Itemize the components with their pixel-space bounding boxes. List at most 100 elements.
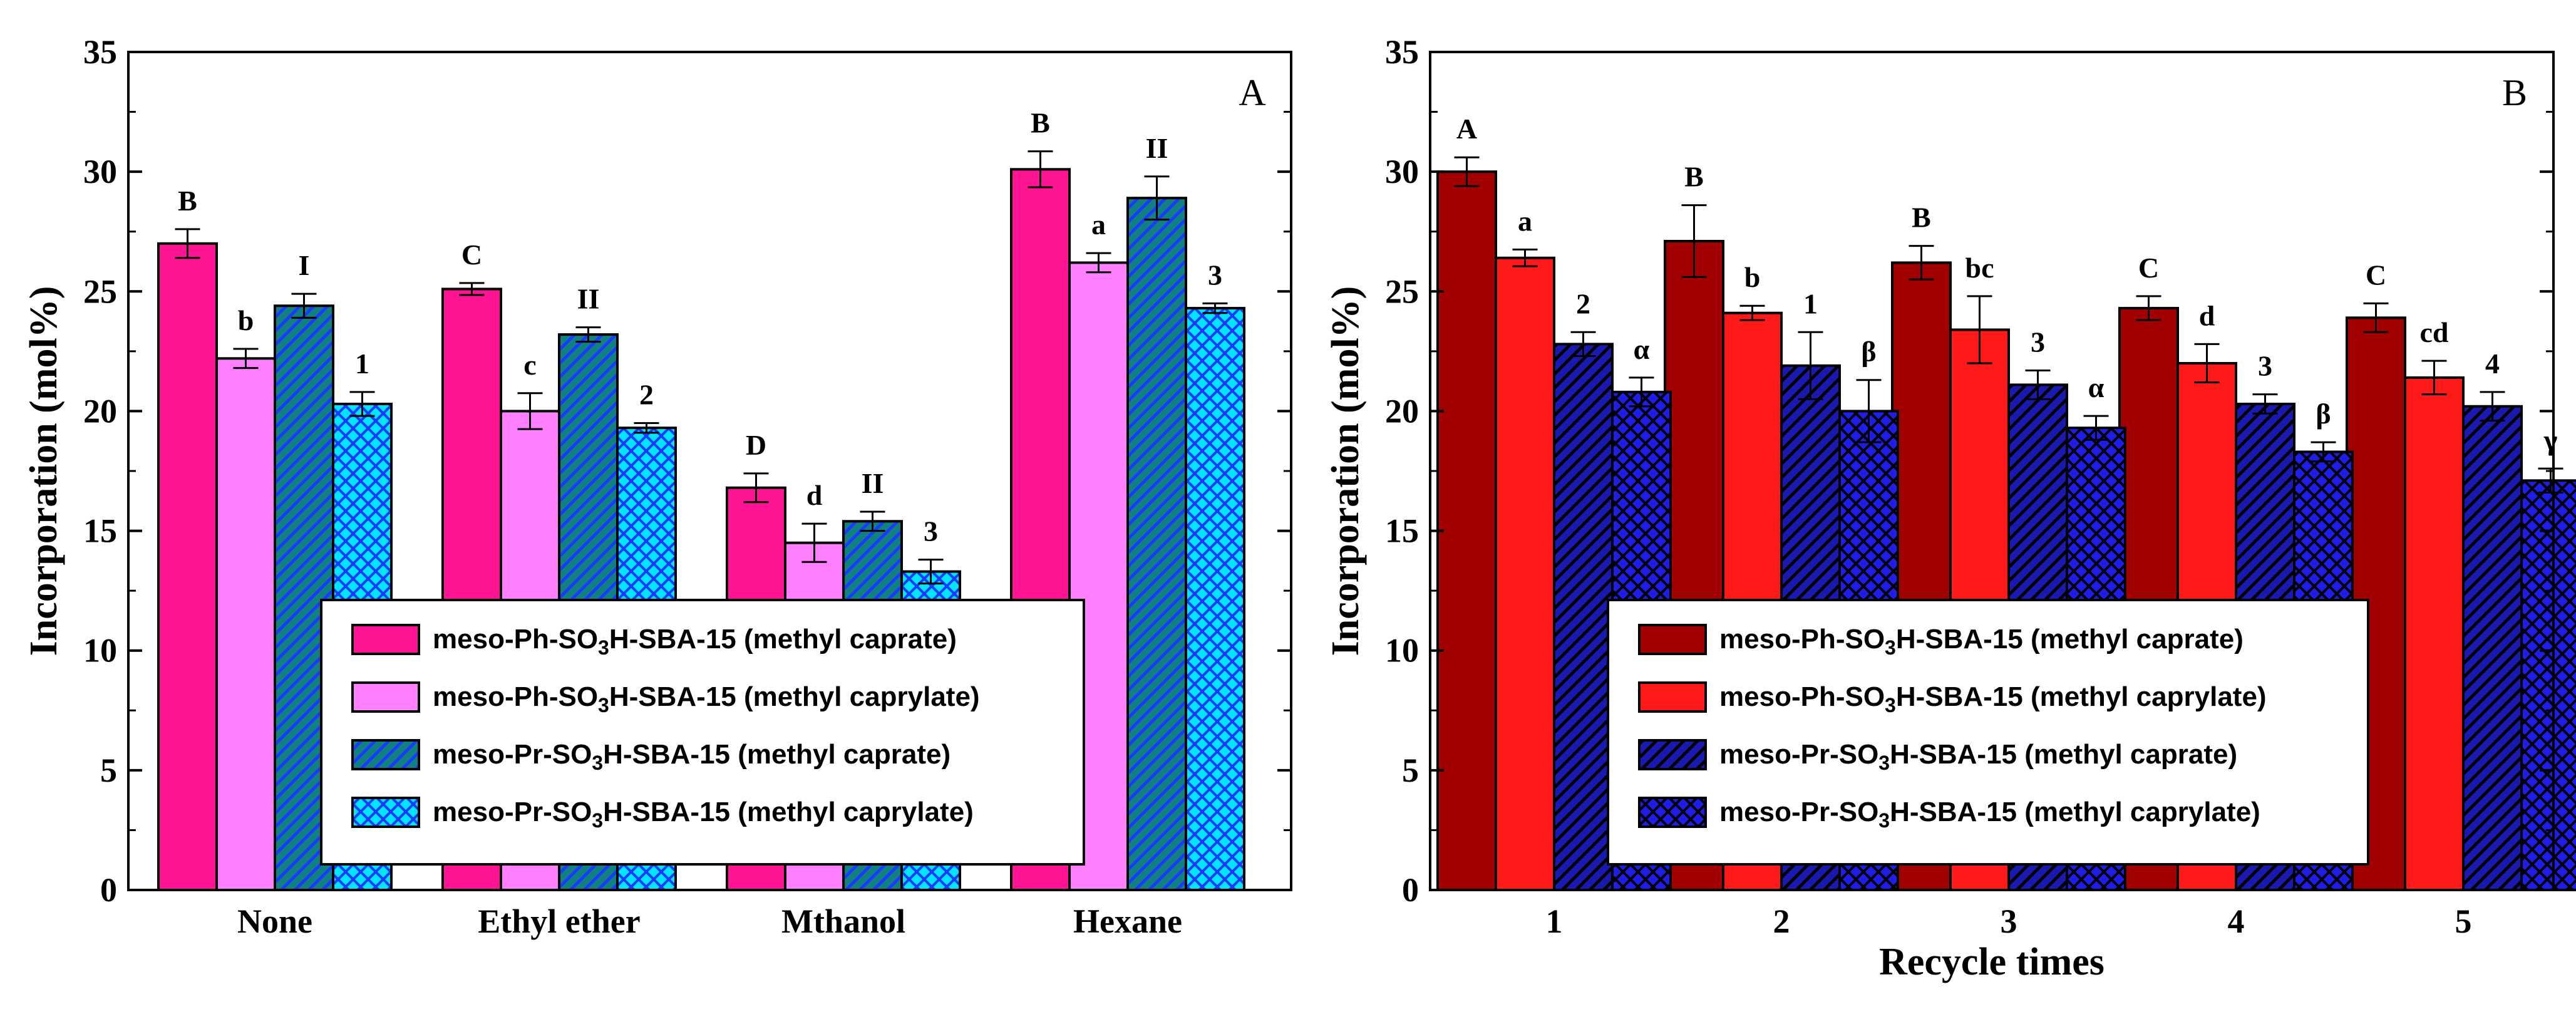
significance-label-1-1: c	[523, 349, 536, 381]
axis-ticks-a: 0 5 10 15 20 25 30 35 None Ethyl ether Mthanol Hexa…	[83, 33, 1291, 940]
x-category-label: Mthanol	[781, 903, 905, 940]
y-tick-label: 20	[1385, 392, 1419, 430]
legend-label-2: meso-Pr-SO3H-SBA-15 (methyl caprate)	[433, 739, 951, 774]
legend-text-part: H-SBA-15 (methyl caprylate)	[609, 681, 980, 712]
legend-swatch-0	[351, 624, 420, 655]
x-category-label: Hexane	[1073, 903, 1182, 940]
significance-label-0-2: B	[1912, 202, 1931, 234]
y-tick-label: 10	[83, 632, 117, 670]
legend-label-1: meso-Ph-SO3H-SBA-15 (methyl caprylate)	[433, 681, 980, 717]
y-tick-label: 25	[1385, 272, 1419, 310]
x-category-label: 3	[2001, 903, 2017, 940]
bar-1-0	[1495, 256, 1555, 892]
legend-subscript: 3	[1885, 636, 1896, 659]
significance-label-1-0: b	[238, 304, 254, 336]
legend-swatch-3	[351, 797, 420, 828]
legend-box	[1607, 599, 2369, 866]
significance-label-2-3: 3	[2258, 350, 2272, 382]
significance-label-0-0: A	[1456, 113, 1477, 145]
significance-label-2-0: 2	[1576, 287, 1590, 319]
legend-b: meso-Ph-SO3H-SBA-15 (methyl caprate)meso…	[1607, 599, 2369, 866]
x-axis-title-b: Recycle times	[1879, 941, 2105, 983]
legend-subscript: 3	[598, 694, 609, 717]
y-tick-label: 15	[83, 512, 117, 550]
legend-box	[320, 599, 1085, 866]
y-tick-label: 5	[1402, 752, 1419, 789]
plot-frame-b	[1429, 51, 2555, 891]
bar-2-3	[1126, 197, 1187, 891]
significance-label-3-0: α	[1634, 333, 1650, 365]
y-axis-title-a: Incorporation (mol%)	[23, 286, 65, 656]
legend-label-1: meso-Ph-SO3H-SBA-15 (methyl caprylate)	[1719, 681, 2267, 717]
x-category-label: 2	[1773, 903, 1790, 940]
significance-label-0-0: B	[178, 185, 197, 217]
x-category-label: Ethyl ether	[478, 903, 640, 940]
legend-swatch-2	[1638, 739, 1707, 770]
legend-swatch-2	[351, 739, 420, 770]
legend-subscript: 3	[598, 636, 609, 659]
legend-swatch-1	[1638, 681, 1707, 713]
significance-label-2-4: 4	[2485, 348, 2500, 380]
legend-swatch-1	[351, 681, 420, 713]
significance-label-0-2: D	[746, 429, 766, 461]
legend-text-part: H-SBA-15 (methyl caprylate)	[603, 797, 974, 827]
y-tick-label: 30	[83, 153, 117, 190]
legend-subscript: 3	[1878, 752, 1890, 774]
y-axis-title-b: Incorporation (mol%)	[1324, 286, 1367, 656]
significance-label-0-3: C	[2138, 252, 2159, 284]
legend-label-3: meso-Pr-SO3H-SBA-15 (methyl caprylate)	[1719, 797, 2260, 832]
significance-label-0-1: B	[1684, 161, 1704, 193]
significance-label-3-1: 2	[639, 379, 654, 411]
legend-text-part: H-SBA-15 (methyl caprate)	[609, 624, 957, 654]
significance-label-0-1: C	[461, 239, 482, 271]
significance-label-3-1: β	[1861, 336, 1876, 368]
bar-2-0	[1553, 343, 1614, 891]
legend-text-part: meso-Pr-SO	[433, 739, 592, 770]
significance-label-0-4: C	[2366, 259, 2386, 291]
legend-label-0: meso-Ph-SO3H-SBA-15 (methyl caprate)	[1719, 624, 2244, 659]
significance-label-1-3: a	[1091, 209, 1106, 241]
legend-text-part: meso-Ph-SO	[1719, 624, 1885, 654]
y-tick-label: 25	[83, 272, 117, 310]
panel-label-b: B	[2502, 72, 2527, 113]
y-tick-label: 35	[1385, 33, 1419, 71]
legend-label-0: meso-Ph-SO3H-SBA-15 (methyl caprate)	[433, 624, 957, 659]
significance-label-1-1: b	[1744, 261, 1761, 293]
legend-swatch-3	[1638, 797, 1707, 828]
significance-label-0-3: B	[1031, 107, 1050, 139]
legend-a: meso-Ph-SO3H-SBA-15 (methyl caprate)meso…	[320, 599, 1085, 866]
legend-text-part: H-SBA-15 (methyl caprylate)	[1896, 681, 2267, 712]
x-category-label: 1	[1546, 903, 1563, 940]
bar-3-4	[2520, 479, 2576, 891]
y-tick-label: 5	[100, 752, 117, 789]
bar-2-4	[2462, 405, 2523, 891]
legend-subscript: 3	[592, 809, 603, 832]
significance-label-1-4: cd	[2420, 316, 2449, 348]
significance-label-1-0: a	[1518, 205, 1532, 237]
x-category-label: 4	[2228, 903, 2245, 940]
y-tick-label: 0	[1402, 871, 1419, 909]
x-category-label: None	[237, 903, 312, 940]
y-tick-label: 30	[1385, 153, 1419, 190]
significance-label-1-3: d	[2199, 299, 2215, 331]
significance-label-3-3: 3	[1208, 259, 1222, 291]
y-tick-label: 10	[1385, 632, 1419, 670]
legend-text-part: meso-Ph-SO	[1719, 681, 1885, 712]
legend-text-part: H-SBA-15 (methyl caprate)	[1890, 739, 2237, 770]
bar-1-4	[2404, 376, 2465, 891]
legend-swatch-0	[1638, 624, 1707, 655]
significance-label-3-4: γ	[2543, 424, 2558, 456]
legend-text-part: meso-Ph-SO	[433, 624, 598, 654]
legend-text-part: H-SBA-15 (methyl caprate)	[603, 739, 951, 770]
legend-subscript: 3	[1878, 809, 1890, 832]
panel-label-a: A	[1239, 72, 1265, 113]
legend-text-part: meso-Pr-SO	[1719, 739, 1878, 770]
legend-label-3: meso-Pr-SO3H-SBA-15 (methyl caprylate)	[433, 797, 974, 832]
significance-label-2-3: II	[1146, 132, 1168, 164]
legend-label-2: meso-Pr-SO3H-SBA-15 (methyl caprate)	[1719, 739, 2237, 774]
axis-ticks-b: 0 5 10 15 20 25 30 35 1 2 3 4 5	[1385, 33, 2553, 940]
significance-label-2-1: II	[577, 283, 600, 315]
